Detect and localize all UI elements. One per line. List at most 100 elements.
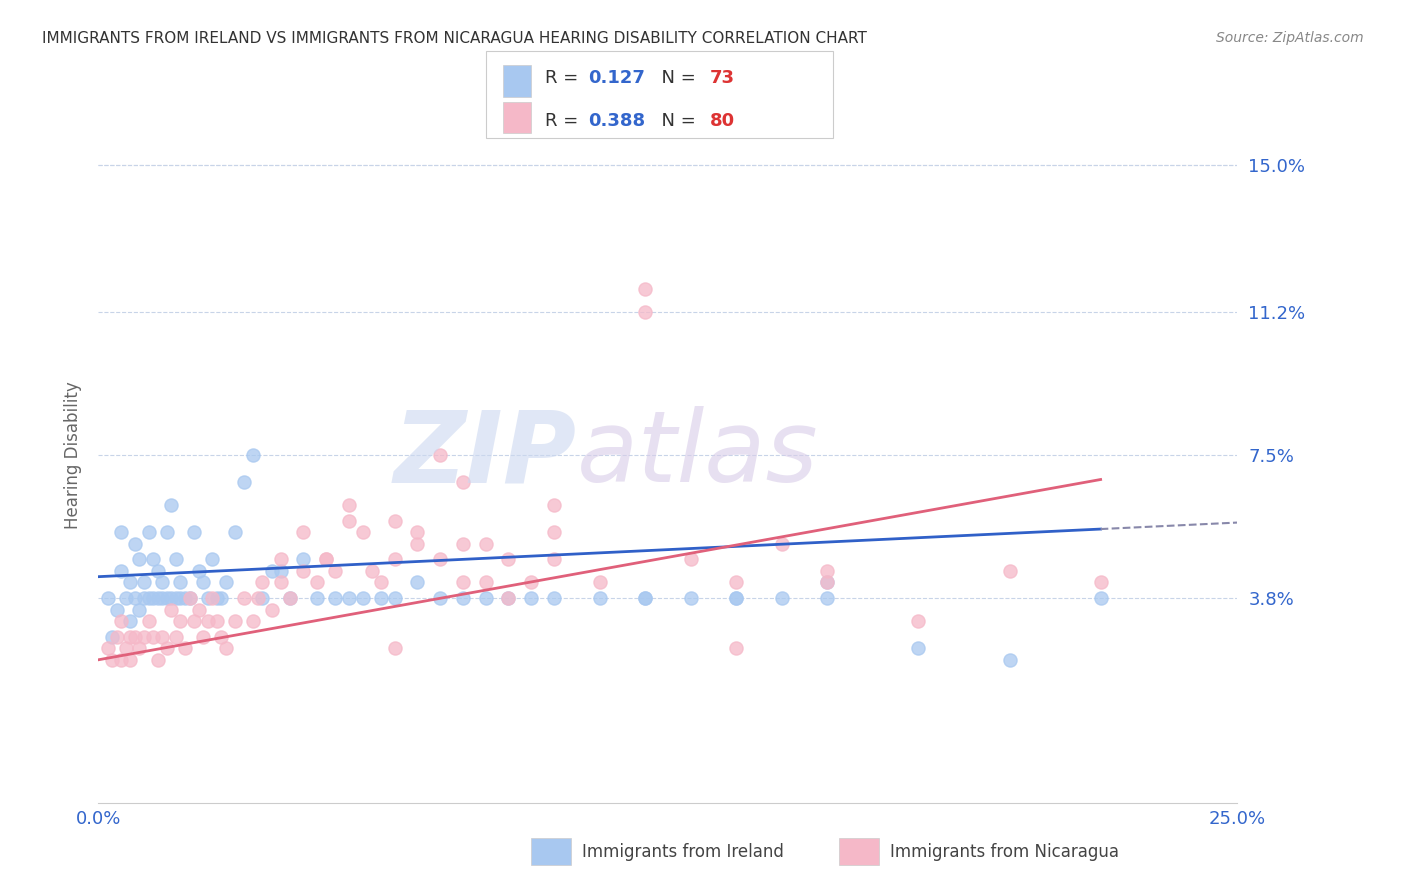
- Point: [120, 614, 142, 628]
- Point: [498, 591, 520, 605]
- Point: [270, 575, 292, 590]
- Point: [907, 641, 929, 656]
- Point: [679, 552, 702, 566]
- Text: R =: R =: [546, 112, 583, 130]
- Point: [406, 525, 429, 540]
- Point: [96, 591, 118, 605]
- Point: [174, 641, 197, 656]
- Point: [998, 564, 1021, 578]
- Text: Immigrants from Ireland: Immigrants from Ireland: [582, 843, 785, 861]
- Point: [543, 498, 565, 512]
- Point: [307, 591, 329, 605]
- Point: [815, 591, 838, 605]
- Point: [370, 575, 392, 590]
- Point: [307, 575, 329, 590]
- FancyBboxPatch shape: [503, 65, 531, 96]
- Point: [201, 552, 224, 566]
- Point: [105, 630, 128, 644]
- Point: [360, 564, 382, 578]
- Point: [215, 575, 238, 590]
- Point: [156, 591, 179, 605]
- Text: 80: 80: [710, 112, 735, 130]
- Point: [114, 591, 136, 605]
- Point: [246, 591, 269, 605]
- Text: Source: ZipAtlas.com: Source: ZipAtlas.com: [1216, 31, 1364, 45]
- Point: [156, 641, 179, 656]
- Point: [138, 614, 160, 628]
- Point: [770, 591, 793, 605]
- Point: [429, 591, 451, 605]
- Point: [498, 552, 520, 566]
- Point: [337, 514, 360, 528]
- Point: [474, 575, 496, 590]
- FancyBboxPatch shape: [485, 52, 832, 138]
- Point: [110, 564, 132, 578]
- Point: [146, 564, 169, 578]
- Point: [160, 591, 183, 605]
- Text: Immigrants from Nicaragua: Immigrants from Nicaragua: [890, 843, 1119, 861]
- Point: [588, 591, 610, 605]
- Point: [292, 564, 315, 578]
- Point: [124, 630, 146, 644]
- Point: [242, 614, 264, 628]
- Point: [634, 591, 657, 605]
- Point: [451, 475, 474, 489]
- Y-axis label: Hearing Disability: Hearing Disability: [63, 381, 82, 529]
- Point: [679, 591, 702, 605]
- Point: [101, 630, 124, 644]
- FancyBboxPatch shape: [531, 838, 571, 865]
- Point: [96, 641, 118, 656]
- Point: [406, 537, 429, 551]
- Point: [132, 575, 155, 590]
- Point: [498, 591, 520, 605]
- Text: 73: 73: [710, 69, 735, 87]
- Text: ZIP: ZIP: [394, 407, 576, 503]
- Point: [323, 591, 346, 605]
- FancyBboxPatch shape: [839, 838, 879, 865]
- Point: [138, 591, 160, 605]
- Point: [725, 575, 748, 590]
- Point: [634, 282, 657, 296]
- Point: [725, 591, 748, 605]
- Point: [187, 564, 209, 578]
- Point: [128, 552, 150, 566]
- Point: [770, 537, 793, 551]
- Point: [323, 564, 346, 578]
- Point: [815, 564, 838, 578]
- Point: [634, 591, 657, 605]
- Point: [169, 614, 191, 628]
- Point: [352, 591, 374, 605]
- Text: R =: R =: [546, 69, 583, 87]
- Point: [169, 591, 191, 605]
- Point: [142, 630, 165, 644]
- Point: [474, 537, 496, 551]
- Point: [150, 575, 173, 590]
- Point: [215, 641, 238, 656]
- Point: [588, 575, 610, 590]
- Point: [201, 591, 224, 605]
- Point: [224, 614, 246, 628]
- Point: [278, 591, 301, 605]
- Point: [242, 448, 264, 462]
- Text: atlas: atlas: [576, 407, 818, 503]
- Point: [197, 591, 219, 605]
- Point: [907, 614, 929, 628]
- Point: [128, 641, 150, 656]
- Point: [543, 591, 565, 605]
- Point: [337, 498, 360, 512]
- Point: [270, 564, 292, 578]
- Point: [384, 591, 406, 605]
- Point: [165, 630, 187, 644]
- Text: IMMIGRANTS FROM IRELAND VS IMMIGRANTS FROM NICARAGUA HEARING DISABILITY CORRELAT: IMMIGRANTS FROM IRELAND VS IMMIGRANTS FR…: [42, 31, 868, 46]
- Point: [179, 591, 201, 605]
- Point: [110, 525, 132, 540]
- Point: [165, 552, 187, 566]
- Point: [124, 591, 146, 605]
- Point: [120, 653, 142, 667]
- Text: 0.127: 0.127: [588, 69, 645, 87]
- Point: [132, 630, 155, 644]
- Point: [315, 552, 337, 566]
- Point: [132, 591, 155, 605]
- Point: [233, 591, 256, 605]
- Point: [183, 614, 205, 628]
